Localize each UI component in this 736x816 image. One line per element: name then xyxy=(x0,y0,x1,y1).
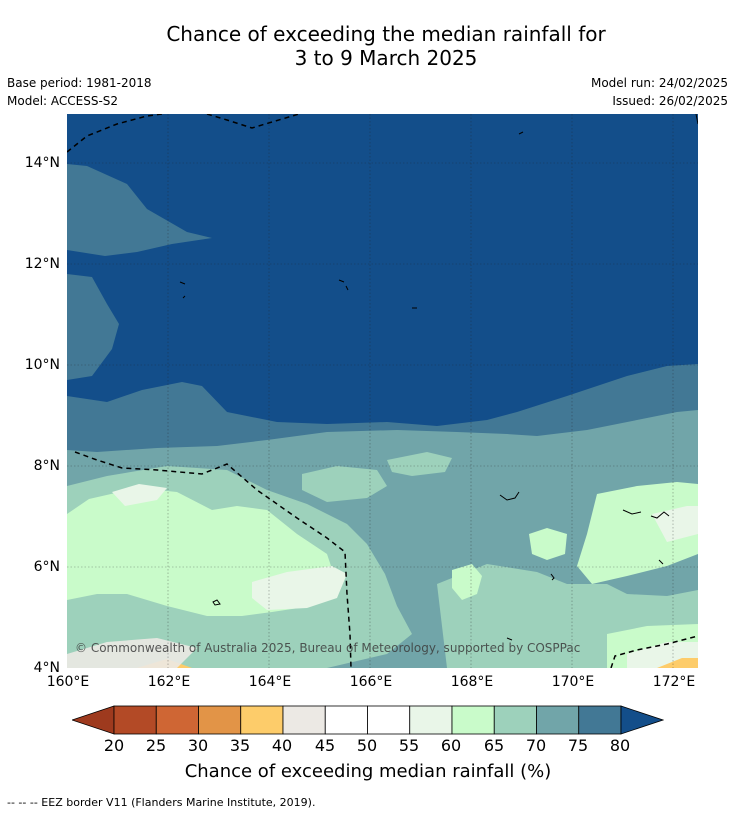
meta-right: Model run: 24/02/2025 Issued: 26/02/2025 xyxy=(591,74,728,110)
title-line-2: 3 to 9 March 2025 xyxy=(294,46,478,70)
region-55-60-nw xyxy=(112,484,167,506)
region-65-70-mid xyxy=(302,466,387,502)
region-55-60-center xyxy=(252,566,347,610)
colorbar-segment-55-60 xyxy=(409,705,453,735)
colorbar-segment-75-80 xyxy=(578,705,622,735)
colorbar-segment-25-30 xyxy=(155,705,199,735)
lon-label-168e: 168°E xyxy=(450,674,494,690)
lat-label-14n: 14°N xyxy=(24,155,60,171)
issued-date: Issued: 26/02/2025 xyxy=(612,94,728,108)
colorbar-tick-60: 60 xyxy=(440,736,462,755)
colorbar-title: Chance of exceeding median rainfall (%) xyxy=(184,761,552,782)
lat-label-4n: 4°N xyxy=(33,660,60,676)
region-40-45-sw xyxy=(67,638,197,668)
footer-eez-note: -- -- -- EEZ border V11 (Flanders Marine… xyxy=(7,796,316,809)
colorbar-svg xyxy=(70,705,665,735)
region-35-40-se xyxy=(657,658,698,668)
colorbar-tick-45: 45 xyxy=(314,736,336,755)
colorbar-segment-35-40 xyxy=(240,705,284,735)
colorbar-tick-65: 65 xyxy=(483,736,505,755)
colorbar-segment-70-75 xyxy=(536,705,580,735)
base-period: Base period: 1981-2018 xyxy=(7,76,152,90)
colorbar-segment-40-45 xyxy=(282,705,326,735)
title-line-1: Chance of exceeding the median rainfall … xyxy=(166,22,606,46)
lon-label-160e: 160°E xyxy=(46,674,90,690)
colorbar-tick-25: 25 xyxy=(145,736,167,755)
colorbar-segment-50-55 xyxy=(367,705,411,735)
colorbar-segment-65-70 xyxy=(493,705,537,735)
lon-label-164e: 164°E xyxy=(248,674,292,690)
map-svg xyxy=(67,114,698,668)
islands xyxy=(179,114,698,641)
colorbar-tick-75: 75 xyxy=(567,736,589,755)
colorbar-tick-35: 35 xyxy=(229,736,251,755)
lon-label-162e: 162°E xyxy=(147,674,191,690)
eez-borders xyxy=(67,114,698,668)
region-55-60-east xyxy=(652,506,698,542)
lon-label-172e: 172°E xyxy=(652,674,696,690)
region-60-65-islet xyxy=(452,564,482,600)
colorbar-tick-40: 40 xyxy=(271,736,293,755)
lon-label-166e: 166°E xyxy=(349,674,393,690)
colorbar-tick-55: 55 xyxy=(398,736,420,755)
colorbar-arrow-below-20 xyxy=(70,705,115,735)
region-60-65-east xyxy=(577,482,698,584)
colorbar-tick-80: 80 xyxy=(609,736,631,755)
colorbar-segment-30-35 xyxy=(198,705,242,735)
colorbar-segment-60-65 xyxy=(451,705,495,735)
region-75-80-upper xyxy=(67,164,212,256)
lat-label-8n: 8°N xyxy=(33,458,60,474)
colorbar xyxy=(70,705,665,735)
colorbar-segment-20-25 xyxy=(113,705,157,735)
colorbar-tick-50: 50 xyxy=(356,736,378,755)
colorbar-tick-20: 20 xyxy=(103,736,125,755)
rainfall-map xyxy=(67,114,698,668)
model-name: Model: ACCESS-S2 xyxy=(7,94,119,108)
lat-label-6n: 6°N xyxy=(33,559,60,575)
chart-title: Chance of exceeding the median rainfall … xyxy=(0,22,736,70)
copyright-notice: © Commonwealth of Australia 2025, Bureau… xyxy=(75,641,581,655)
region-75-80-left xyxy=(67,274,119,380)
colorbar-tick-70: 70 xyxy=(525,736,547,755)
meta-left: Base period: 1981-2018 Model: ACCESS-S2 xyxy=(7,74,152,110)
region-65-70-patch xyxy=(387,452,452,476)
lon-label-170e: 170°E xyxy=(551,674,595,690)
model-run: Model run: 24/02/2025 xyxy=(590,76,728,90)
colorbar-segment-45-50 xyxy=(324,705,368,735)
lat-label-12n: 12°N xyxy=(24,256,60,272)
colorbar-arrow-above-80 xyxy=(620,705,665,735)
graticule xyxy=(67,114,698,668)
region-60-65-mid-east xyxy=(529,528,567,560)
lat-label-10n: 10°N xyxy=(24,357,60,373)
colorbar-tick-30: 30 xyxy=(187,736,209,755)
